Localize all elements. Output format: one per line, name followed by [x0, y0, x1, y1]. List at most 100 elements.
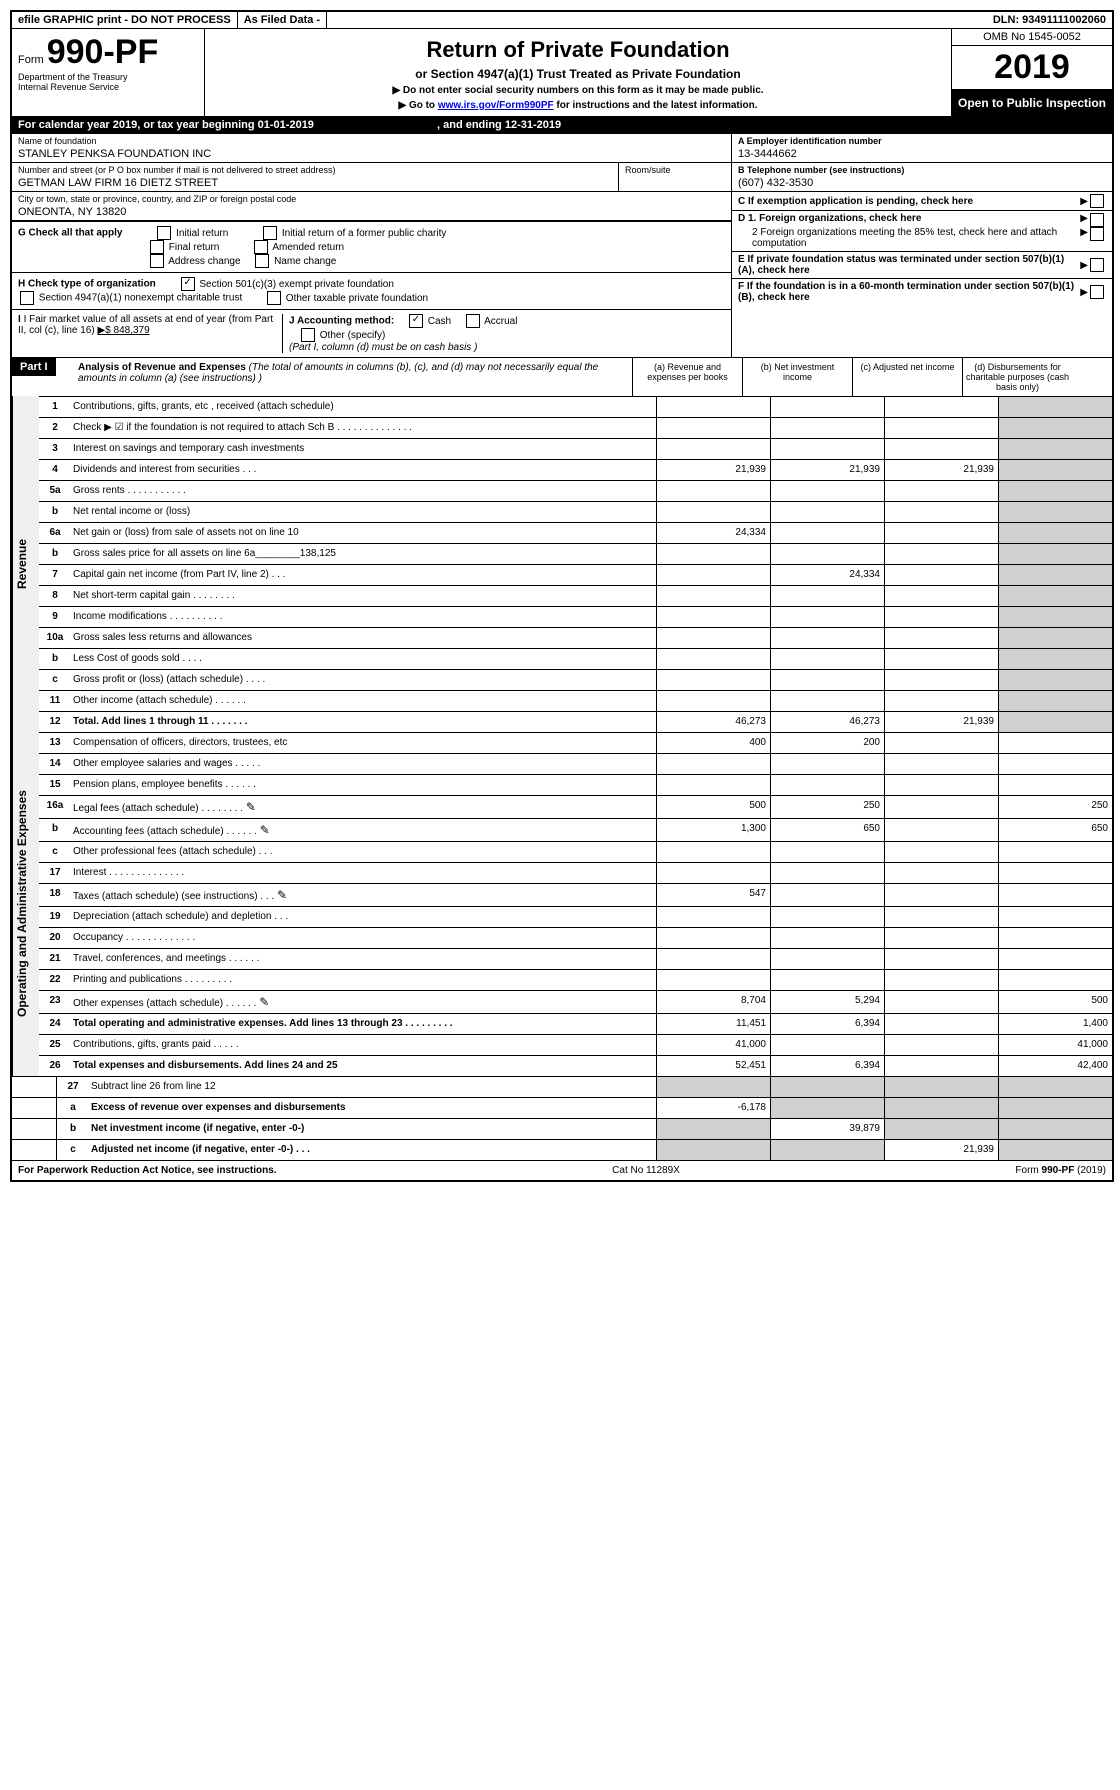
row-val-b: 250 — [770, 796, 884, 818]
row-val-d — [998, 884, 1112, 906]
table-row: 2Check ▶ ☑ if the foundation is not requ… — [39, 417, 1112, 438]
table-row: 18Taxes (attach schedule) (see instructi… — [39, 883, 1112, 906]
row-val-b — [770, 397, 884, 417]
row-val-b — [770, 502, 884, 522]
row-description: Total. Add lines 1 through 11 . . . . . … — [71, 712, 656, 732]
row-val-b — [770, 949, 884, 969]
row-val-b — [770, 1098, 884, 1118]
checkbox-cash[interactable] — [409, 314, 423, 328]
table-row: 7Capital gain net income (from Part IV, … — [39, 564, 1112, 585]
row-val-c — [884, 884, 998, 906]
table-row: bNet rental income or (loss) — [39, 501, 1112, 522]
row-val-a: 400 — [656, 733, 770, 753]
checkbox-d2[interactable] — [1090, 227, 1104, 241]
checkbox-initial[interactable] — [157, 226, 171, 240]
checkbox-name[interactable] — [255, 254, 269, 268]
checkbox-other-tax[interactable] — [267, 291, 281, 305]
row-val-d: 500 — [998, 991, 1112, 1013]
row-val-d — [998, 628, 1112, 648]
row-description: Other employee salaries and wages . . . … — [71, 754, 656, 774]
row-val-b: 5,294 — [770, 991, 884, 1013]
table-row: 17Interest . . . . . . . . . . . . . . — [39, 862, 1112, 883]
form-header: Form 990-PF Department of the Treasury I… — [12, 29, 1112, 116]
checkbox-f[interactable] — [1090, 285, 1104, 299]
row-val-d — [998, 754, 1112, 774]
row-val-c — [884, 523, 998, 543]
row-number: 1 — [39, 397, 71, 417]
table-row: 20Occupancy . . . . . . . . . . . . . — [39, 927, 1112, 948]
row-val-d — [998, 481, 1112, 501]
col-a-header: (a) Revenue and expenses per books — [632, 358, 742, 396]
row-val-d — [998, 691, 1112, 711]
checkbox-other-method[interactable] — [301, 328, 315, 342]
row-number: 6a — [39, 523, 71, 543]
row-val-d: 42,400 — [998, 1056, 1112, 1076]
row-val-a — [656, 649, 770, 669]
checkbox-4947[interactable] — [20, 291, 34, 305]
row-val-a — [656, 1119, 770, 1139]
row-val-a — [656, 481, 770, 501]
checkbox-final[interactable] — [150, 240, 164, 254]
row-val-d — [998, 565, 1112, 585]
row-val-b — [770, 907, 884, 927]
row-description: Other income (attach schedule) . . . . .… — [71, 691, 656, 711]
row-val-b — [770, 775, 884, 795]
row-val-d — [998, 586, 1112, 606]
row-description: Other expenses (attach schedule) . . . .… — [71, 991, 656, 1013]
checkbox-501c3[interactable] — [181, 277, 195, 291]
row-val-a: 547 — [656, 884, 770, 906]
row-val-b — [770, 1035, 884, 1055]
as-filed-label: As Filed Data - — [238, 12, 327, 28]
header-right: OMB No 1545-0052 2019 Open to Public Ins… — [951, 29, 1112, 116]
checkbox-initial-former[interactable] — [263, 226, 277, 240]
row-val-a: 11,451 — [656, 1014, 770, 1034]
row-val-c — [884, 502, 998, 522]
checkbox-d1[interactable] — [1090, 213, 1104, 227]
row-val-c — [884, 1098, 998, 1118]
instruction-2: ▶ Go to www.irs.gov/Form990PF for instru… — [211, 100, 945, 111]
row-val-d — [998, 775, 1112, 795]
row-val-b: 200 — [770, 733, 884, 753]
dept-treasury: Department of the Treasury — [18, 72, 198, 82]
row-val-a — [656, 949, 770, 969]
row-description: Total operating and administrative expen… — [71, 1014, 656, 1034]
row-description: Net rental income or (loss) — [71, 502, 656, 522]
row-val-d — [998, 949, 1112, 969]
row-number: 13 — [39, 733, 71, 753]
row-val-d — [998, 439, 1112, 459]
checkbox-address[interactable] — [150, 254, 164, 268]
row-val-d — [998, 649, 1112, 669]
row-val-a: 8,704 — [656, 991, 770, 1013]
row-number: c — [57, 1140, 89, 1160]
row-val-a — [656, 907, 770, 927]
row-val-c — [884, 481, 998, 501]
row-val-d — [998, 523, 1112, 543]
part1-label: Part I — [12, 358, 56, 376]
row-val-a: 52,451 — [656, 1056, 770, 1076]
row-description: Taxes (attach schedule) (see instruction… — [71, 884, 656, 906]
row-val-d: 250 — [998, 796, 1112, 818]
row-number: 4 — [39, 460, 71, 480]
row-val-b: 6,394 — [770, 1056, 884, 1076]
irs-link[interactable]: www.irs.gov/Form990PF — [438, 100, 554, 111]
address-field: Number and street (or P O box number if … — [12, 163, 731, 192]
table-row: 27Subtract line 26 from line 12 — [12, 1076, 1112, 1097]
row-description: Net investment income (if negative, ente… — [89, 1119, 656, 1139]
checkbox-e[interactable] — [1090, 258, 1104, 272]
row-val-c — [884, 863, 998, 883]
row-val-c — [884, 565, 998, 585]
table-row: 14Other employee salaries and wages . . … — [39, 753, 1112, 774]
phone-field: B Telephone number (see instructions) (6… — [732, 163, 1112, 192]
row-val-d: 650 — [998, 819, 1112, 841]
header-left: Form 990-PF Department of the Treasury I… — [12, 29, 205, 116]
row-val-b: 650 — [770, 819, 884, 841]
header-center: Return of Private Foundation or Section … — [205, 29, 951, 116]
row-val-a — [656, 544, 770, 564]
row-val-c — [884, 949, 998, 969]
checkbox-accrual[interactable] — [466, 314, 480, 328]
attachment-icon: ✎ — [260, 823, 274, 837]
checkbox-amended[interactable] — [254, 240, 268, 254]
row-val-a — [656, 586, 770, 606]
row-number: b — [39, 819, 71, 841]
checkbox-c[interactable] — [1090, 194, 1104, 208]
